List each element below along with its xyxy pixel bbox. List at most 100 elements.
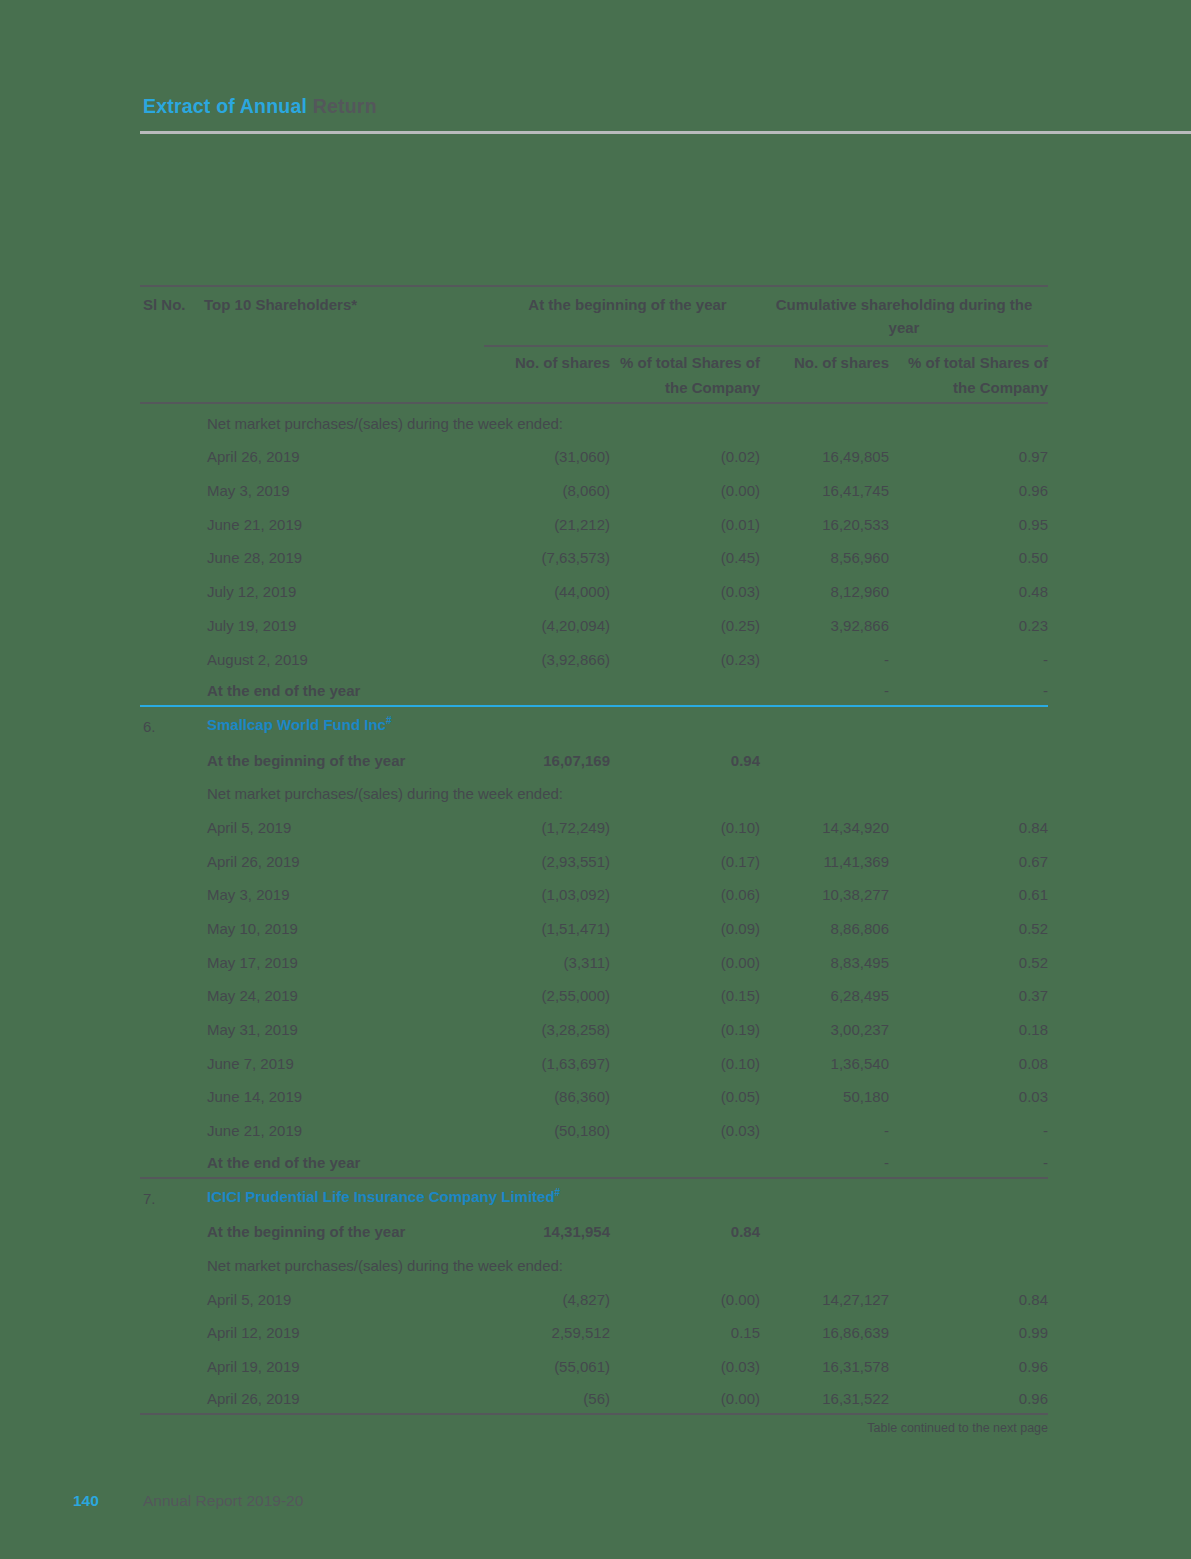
row-label: April 26, 2019 [204,854,460,876]
cell-pct-cumulative: 0.84 [889,820,1048,842]
table-row: June 7, 2019(1,63,697)(0.10)1,36,5400.08 [140,1044,1048,1078]
cell-pct-cumulative: 0.52 [889,955,1048,977]
row-label: April 26, 2019 [204,449,460,471]
row-sl-no [140,1239,204,1246]
cell-pct-cumulative [889,1239,1048,1246]
table-row: June 28, 2019(7,63,573)(0.45)8,56,9600.5… [140,539,1048,573]
cell-pct-cumulative: 0.95 [889,517,1048,539]
cell-pct-beginning [610,698,760,705]
row-label: April 19, 2019 [204,1359,460,1381]
row-label: At the beginning of the year [204,1224,460,1246]
row-label: August 2, 2019 [204,652,460,674]
cell-pct-beginning: (0.00) [610,1391,760,1413]
cell-pct-cumulative: 0.18 [889,1022,1048,1044]
cell-pct-cumulative: 0.48 [889,584,1048,606]
cell-shares-beginning: (31,060) [460,449,610,471]
column-group-beginning-of-year: At the beginning of the year [460,287,760,345]
cell-shares-beginning [460,698,610,705]
table-row: May 3, 2019(8,060)(0.00)16,41,7450.96 [140,471,1048,505]
table-row: At the end of the year-- [140,674,1048,708]
row-sl-no [140,698,204,705]
cell-shares-cumulative: 3,92,866 [760,618,889,640]
cell-shares-beginning: (8,060) [460,483,610,505]
table-row: Net market purchases/(sales) during the … [140,404,1048,438]
cell-pct-beginning: 0.15 [610,1325,760,1347]
cell-pct-beginning: (0.10) [610,1056,760,1078]
row-sl-no [140,768,204,775]
cell-shares-cumulative: 16,41,745 [760,483,889,505]
table-row: July 12, 2019(44,000)(0.03)8,12,9600.48 [140,572,1048,606]
cell-shares-beginning: (21,212) [460,517,610,539]
row-sl-no [140,1170,204,1177]
table-header: Sl No. Top 10 Shareholders* At the begin… [140,285,1048,404]
row-label: July 19, 2019 [204,618,460,640]
column-header-no-of-shares-beginning: No. of shares [460,345,610,402]
column-header-sl-no: Sl No. [140,287,204,345]
cell-shares-beginning: (3,28,258) [460,1022,610,1044]
cell-shares-cumulative: 10,38,277 [760,887,889,909]
cell-shares-cumulative: - [760,1155,889,1177]
cell-shares-cumulative: 1,36,540 [760,1056,889,1078]
row-sl-no [140,1374,204,1381]
cell-pct-cumulative: 0.97 [889,449,1048,471]
cell-shares-cumulative: 50,180 [760,1089,889,1111]
column-header-no-of-shares-cumulative: No. of shares [760,345,889,402]
row-sl-no [140,1138,204,1145]
row-sl-no [140,835,204,842]
cell-pct-cumulative: 0.84 [889,1292,1048,1314]
table-row: August 2, 2019(3,92,866)(0.23)-- [140,640,1048,674]
cell-pct-cumulative: - [889,1155,1048,1177]
table-row: April 26, 2019(56)(0.00)16,31,5220.96 [140,1381,1048,1415]
row-label: April 26, 2019 [204,1391,460,1413]
cell-shares-beginning: (1,63,697) [460,1056,610,1078]
table-row: 6.Smallcap World Fund Inc# [140,707,1048,741]
cell-pct-beginning: 0.84 [610,1224,760,1246]
cell-pct-beginning [610,1170,760,1177]
continuation-note: Table continued to the next page [140,1421,1048,1435]
row-label: May 3, 2019 [204,483,460,505]
table-row: May 3, 2019(1,03,092)(0.06)10,38,2770.61 [140,876,1048,910]
cell-pct-beginning: (0.10) [610,820,760,842]
row-label: May 31, 2019 [204,1022,460,1044]
table-row: At the beginning of the year16,07,1690.9… [140,741,1048,775]
cell-pct-beginning: (0.09) [610,921,760,943]
report-title: Annual Report 2019-20 [143,1492,303,1510]
table-group-header-row: Sl No. Top 10 Shareholders* At the begin… [140,287,1048,345]
cell-pct-cumulative: 0.96 [889,1391,1048,1413]
row-sl-no [140,1037,204,1044]
cell-shares-beginning: (7,63,573) [460,550,610,572]
cell-pct-beginning: 0.94 [610,753,760,775]
cell-shares-beginning: (4,20,094) [460,618,610,640]
cell-shares-beginning [460,1170,610,1177]
table-row: 7.ICICI Prudential Life Insurance Compan… [140,1179,1048,1213]
cell-shares-cumulative: 16,20,533 [760,517,889,539]
cell-shares-cumulative [760,768,889,775]
row-sl-no [140,801,204,808]
row-sl-no [140,431,204,438]
cell-shares-beginning: 2,59,512 [460,1325,610,1347]
cell-shares-cumulative: 8,12,960 [760,584,889,606]
table-row: April 19, 2019(55,061)(0.03)16,31,5780.9… [140,1347,1048,1381]
cell-shares-beginning: (50,180) [460,1123,610,1145]
cell-shares-cumulative: 16,31,522 [760,1391,889,1413]
row-label: June 14, 2019 [204,1089,460,1111]
row-label: June 28, 2019 [204,550,460,572]
cell-shares-beginning: (1,72,249) [460,820,610,842]
cell-shares-cumulative: - [760,683,889,705]
cell-pct-beginning: (0.03) [610,584,760,606]
page-title-dark-part: Return [307,95,377,117]
cell-shares-beginning: (3,311) [460,955,610,977]
table-row: At the beginning of the year14,31,9540.8… [140,1213,1048,1247]
table-row: May 24, 2019(2,55,000)(0.15)6,28,4950.37 [140,977,1048,1011]
shareholding-table: Sl No. Top 10 Shareholders* At the begin… [140,285,1048,1415]
cell-pct-cumulative: 0.37 [889,988,1048,1010]
cell-pct-beginning: (0.03) [610,1359,760,1381]
row-sl-no: 7. [140,1191,204,1213]
cell-pct-cumulative: - [889,1123,1048,1145]
cell-pct-beginning: (0.15) [610,988,760,1010]
cell-pct-cumulative: 0.99 [889,1325,1048,1347]
row-sl-no [140,1340,204,1347]
cell-pct-cumulative: 0.52 [889,921,1048,943]
table-row: April 12, 20192,59,5120.1516,86,6390.99 [140,1314,1048,1348]
cell-shares-cumulative: - [760,1123,889,1145]
